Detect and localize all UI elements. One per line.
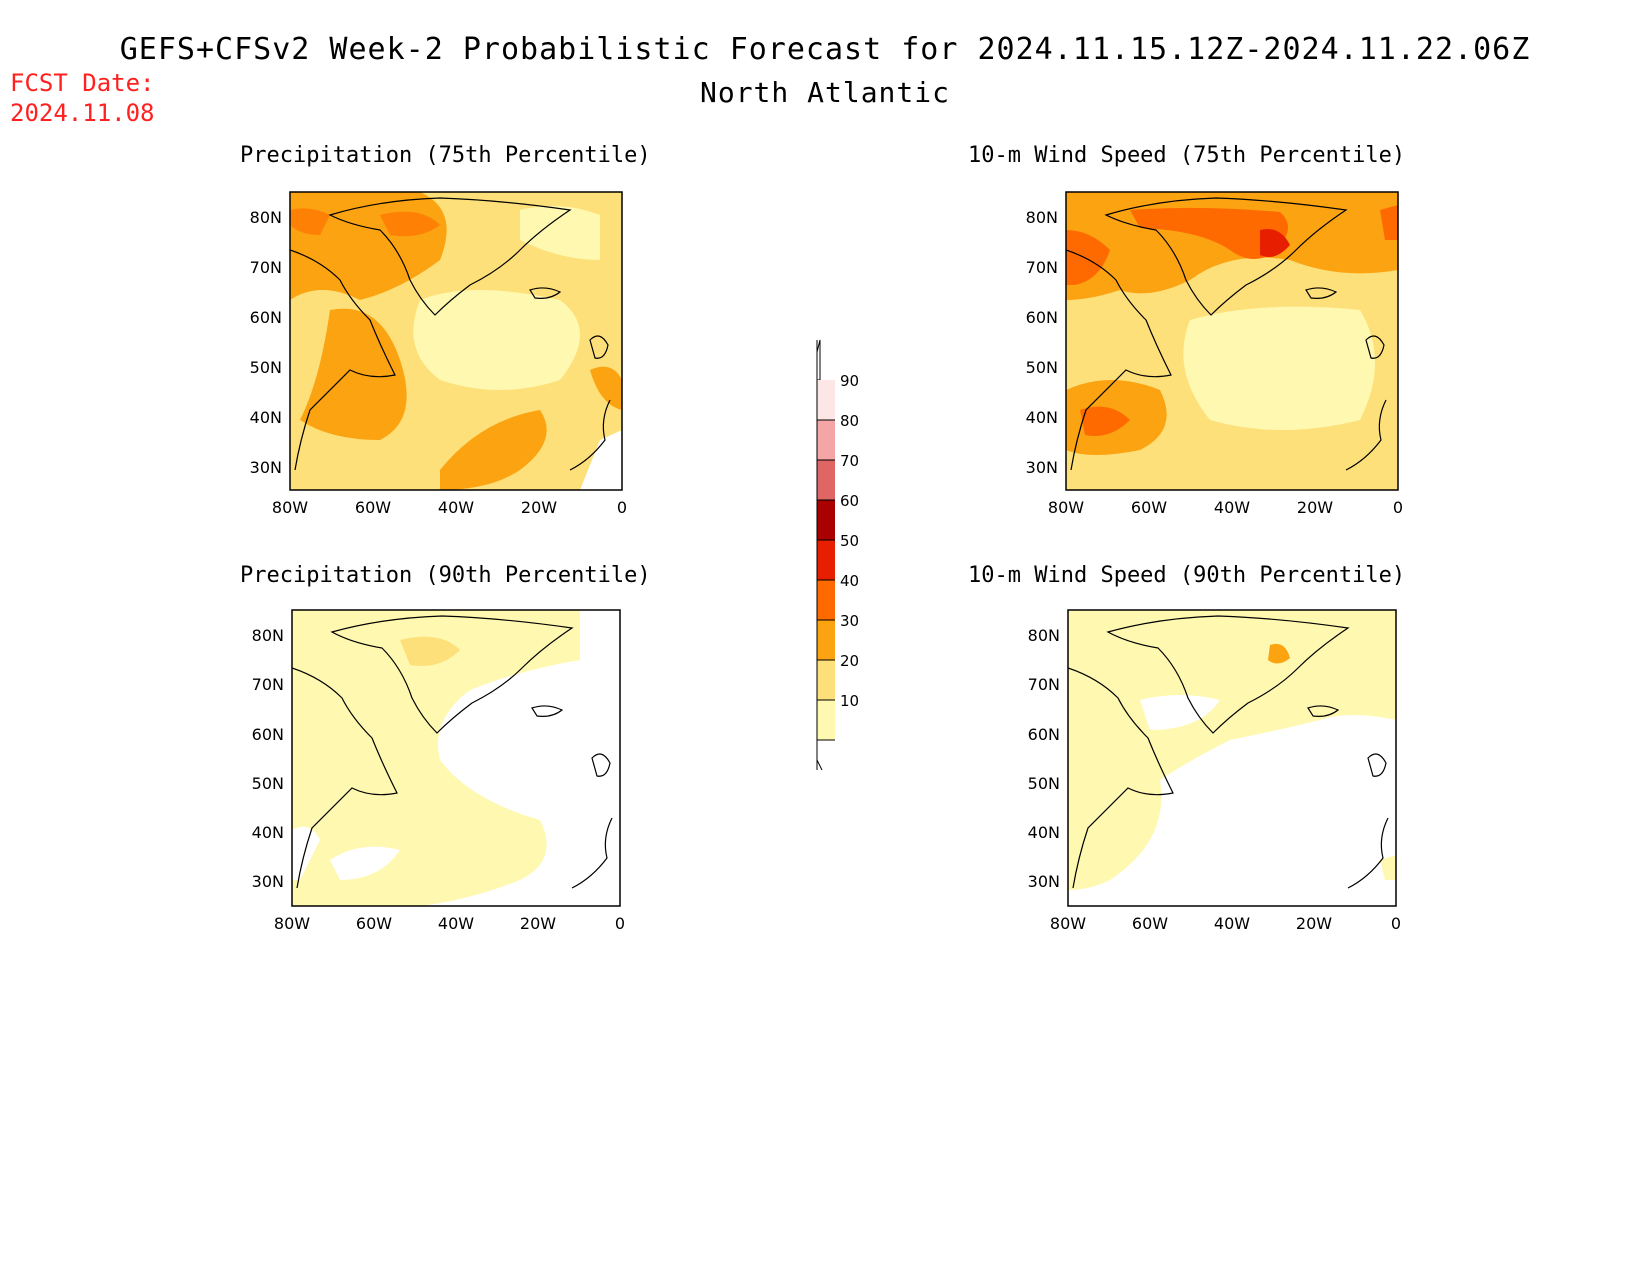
colorbar-swatch — [817, 580, 835, 620]
fcst-date-block: FCST Date: 2024.11.08 — [10, 68, 155, 128]
colorbar: 90 80 70 60 50 40 30 20 10 — [816, 339, 859, 771]
colorbar-label: 40 — [840, 572, 859, 590]
lon-label: 20W — [1297, 498, 1333, 517]
fcst-date-label: FCST Date: — [10, 69, 155, 97]
panel-title-wind90: 10-m Wind Speed (90th Percentile) — [968, 563, 1406, 588]
axes-labels: 80N 70N 60N 50N 40N 30N 80W 60W 40W 20W … — [250, 208, 1403, 933]
colorbar-swatch — [817, 460, 835, 500]
lat-label: 30N — [1028, 872, 1060, 891]
lat-label: 50N — [1026, 358, 1058, 377]
lon-label: 40W — [1214, 914, 1250, 933]
colorbar-label: 10 — [840, 692, 859, 710]
lat-label: 50N — [250, 358, 282, 377]
lat-label: 30N — [252, 872, 284, 891]
lat-label: 80N — [1028, 626, 1060, 645]
colorbar-label: 60 — [840, 492, 859, 510]
lat-label: 40N — [252, 823, 284, 842]
lat-label: 80N — [252, 626, 284, 645]
map-wind75 — [1065, 191, 1399, 491]
colorbar-label: 30 — [840, 612, 859, 630]
lat-label: 40N — [1026, 408, 1058, 427]
lat-label: 60N — [1026, 308, 1058, 327]
lat-label: 30N — [250, 458, 282, 477]
colorbar-swatch — [817, 540, 835, 580]
lon-label: 80W — [1048, 498, 1084, 517]
colorbar-label: 90 — [840, 372, 859, 390]
colorbar-label: 50 — [840, 532, 859, 550]
lat-label: 70N — [250, 258, 282, 277]
main-title: GEFS+CFSv2 Week-2 Probabilistic Forecast… — [119, 32, 1531, 67]
lon-label: 0 — [617, 498, 627, 517]
colorbar-swatch — [817, 700, 835, 740]
lat-label: 70N — [1028, 675, 1060, 694]
colorbar-label: 20 — [840, 652, 859, 670]
lon-label: 60W — [1132, 914, 1168, 933]
lat-label: 50N — [252, 774, 284, 793]
lon-label: 0 — [615, 914, 625, 933]
lon-label: 60W — [1131, 498, 1167, 517]
panel-title-wind75: 10-m Wind Speed (75th Percentile) — [968, 143, 1406, 168]
lon-label: 60W — [356, 914, 392, 933]
lon-label: 40W — [438, 914, 474, 933]
colorbar-label: 80 — [840, 412, 859, 430]
lat-label: 80N — [250, 208, 282, 227]
lon-label: 20W — [1296, 914, 1332, 933]
lat-label: 40N — [250, 408, 282, 427]
lat-label: 60N — [250, 308, 282, 327]
colorbar-swatch — [817, 660, 835, 700]
colorbar-swatch — [817, 420, 835, 460]
fcst-date-value: 2024.11.08 — [10, 99, 155, 127]
lon-label: 80W — [274, 914, 310, 933]
colorbar-swatch — [817, 500, 835, 540]
lat-label: 60N — [1028, 725, 1060, 744]
lat-label: 80N — [1026, 208, 1058, 227]
panel-title-precip75: Precipitation (75th Percentile) — [240, 143, 651, 168]
lon-label: 20W — [520, 914, 556, 933]
lon-label: 0 — [1393, 498, 1403, 517]
lat-label: 70N — [252, 675, 284, 694]
lat-label: 60N — [252, 725, 284, 744]
lon-label: 80W — [1050, 914, 1086, 933]
region-subtitle: North Atlantic — [699, 76, 950, 109]
panel-title-precip90: Precipitation (90th Percentile) — [240, 563, 651, 588]
lon-label: 0 — [1391, 914, 1401, 933]
lon-label: 60W — [355, 498, 391, 517]
lon-label: 40W — [1214, 498, 1250, 517]
colorbar-label: 70 — [840, 452, 859, 470]
lon-label: 40W — [438, 498, 474, 517]
lat-label: 30N — [1026, 458, 1058, 477]
lat-label: 40N — [1028, 823, 1060, 842]
colorbar-swatch — [817, 380, 835, 420]
colorbar-swatch — [817, 620, 835, 660]
map-wind90 — [1067, 609, 1397, 907]
lat-label: 50N — [1028, 774, 1060, 793]
map-precip75 — [289, 191, 623, 491]
lon-label: 20W — [521, 498, 557, 517]
lat-label: 70N — [1026, 258, 1058, 277]
lon-label: 80W — [272, 498, 308, 517]
map-precip90 — [291, 609, 621, 907]
